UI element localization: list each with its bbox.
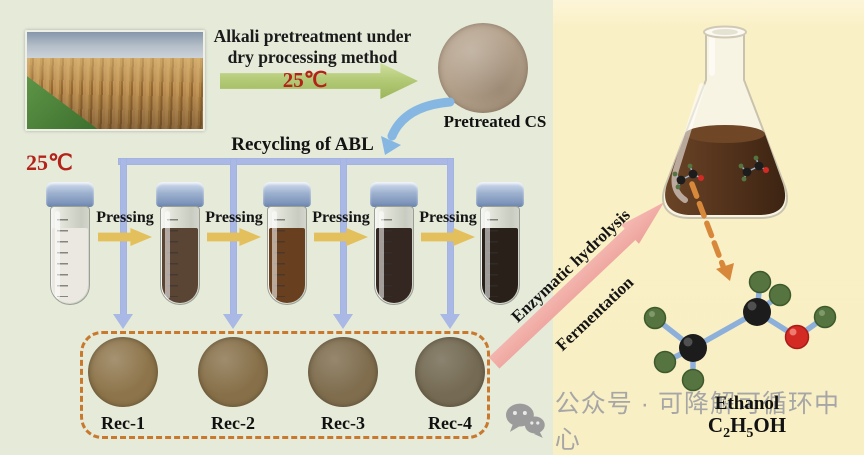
recycle-pipe-arrowhead-4 xyxy=(440,314,460,329)
recycle-pipe-arrowhead-3 xyxy=(333,314,353,329)
tube-rec3 xyxy=(366,182,422,305)
tube-graduations xyxy=(57,219,68,297)
mini-molecule-atoms xyxy=(672,163,704,190)
recycled-samples-box xyxy=(80,331,490,439)
tube-graduations xyxy=(381,219,392,297)
watermark-text: 公众号 · 可降解可循环中心 xyxy=(554,390,840,454)
pretreated-cs-sample xyxy=(438,23,528,113)
tube-body xyxy=(480,206,520,305)
tube-cap xyxy=(156,182,204,207)
tube-cap xyxy=(46,182,94,207)
tube-cap xyxy=(263,182,311,207)
formula-2: 2 xyxy=(723,426,731,442)
tube-highlight xyxy=(485,211,490,299)
tube-graduations xyxy=(487,219,498,297)
tube-highlight xyxy=(165,211,170,299)
tube-body xyxy=(267,206,307,305)
rec-3-sample xyxy=(308,337,378,407)
hydrogen-atoms xyxy=(643,270,837,392)
mini-molecule-atoms xyxy=(738,155,769,182)
formula-5: 5 xyxy=(746,426,754,442)
rec-1-label: Rec-1 xyxy=(101,413,145,433)
ambient-temperature-label: 25℃ xyxy=(26,150,73,175)
wechat-icon xyxy=(505,403,545,438)
ethanol-molecule xyxy=(643,270,837,392)
flask-to-ethanol-arrow-icon xyxy=(689,181,734,281)
tube-rec1 xyxy=(152,182,208,305)
pretreatment-title-line2: dry processing method xyxy=(227,46,398,67)
recycle-pipe-arrowhead-1 xyxy=(113,314,133,329)
tube-graduations xyxy=(167,219,178,297)
rec-1-sample xyxy=(88,337,158,407)
pressing-label-4: Pressing xyxy=(419,209,477,226)
recycle-pipe-arrowhead-2 xyxy=(223,314,243,329)
tube-rec4 xyxy=(472,182,528,305)
pretreated-cs-label: Pretreated CS xyxy=(443,112,547,131)
formula-c: C xyxy=(707,413,724,437)
formula-oh: OH xyxy=(753,413,787,437)
rec-2-label: Rec-2 xyxy=(211,413,255,433)
tube-body xyxy=(160,206,200,305)
rec-4-sample xyxy=(415,337,485,407)
recycle-pipe-horizontal xyxy=(118,158,454,165)
pressing-label-2: Pressing xyxy=(205,209,263,226)
pressing-label-1: Pressing xyxy=(96,209,154,226)
pretreatment-temperature: 25℃ xyxy=(282,68,328,92)
pressing-label-3: Pressing xyxy=(312,209,370,226)
rec-4-label: Rec-4 xyxy=(428,413,472,433)
ethanol-name-label: Ethanol xyxy=(714,393,780,414)
tube-body xyxy=(374,206,414,305)
tube-highlight xyxy=(379,211,384,299)
tube-graduations xyxy=(274,219,285,297)
watermark: 公众号 · 可降解可循环中心 xyxy=(505,390,864,454)
recycle-curved-arrow-icon xyxy=(381,97,455,155)
ethanol-formula-label: C2H5OH xyxy=(672,413,822,442)
tube-highlight xyxy=(55,211,60,299)
rec-2-sample xyxy=(198,337,268,407)
corn-sky xyxy=(27,32,203,59)
pretreatment-title: Alkali pretreatment under dry processing… xyxy=(210,26,415,67)
corn-field-image xyxy=(25,30,205,131)
tube-cap xyxy=(370,182,418,207)
rec-3-label: Rec-3 xyxy=(321,413,365,433)
carbon-oxygen-atoms xyxy=(679,298,810,362)
tube-cap xyxy=(476,182,524,207)
recycling-abl-label: Recycling of ABL xyxy=(231,134,374,155)
tube-rec2 xyxy=(259,182,315,305)
tube-highlight xyxy=(272,211,277,299)
formula-h: H xyxy=(730,413,747,437)
pretreatment-title-line1: Alkali pretreatment under xyxy=(213,26,412,46)
tube-raw xyxy=(42,182,98,305)
tube-body xyxy=(50,206,90,305)
